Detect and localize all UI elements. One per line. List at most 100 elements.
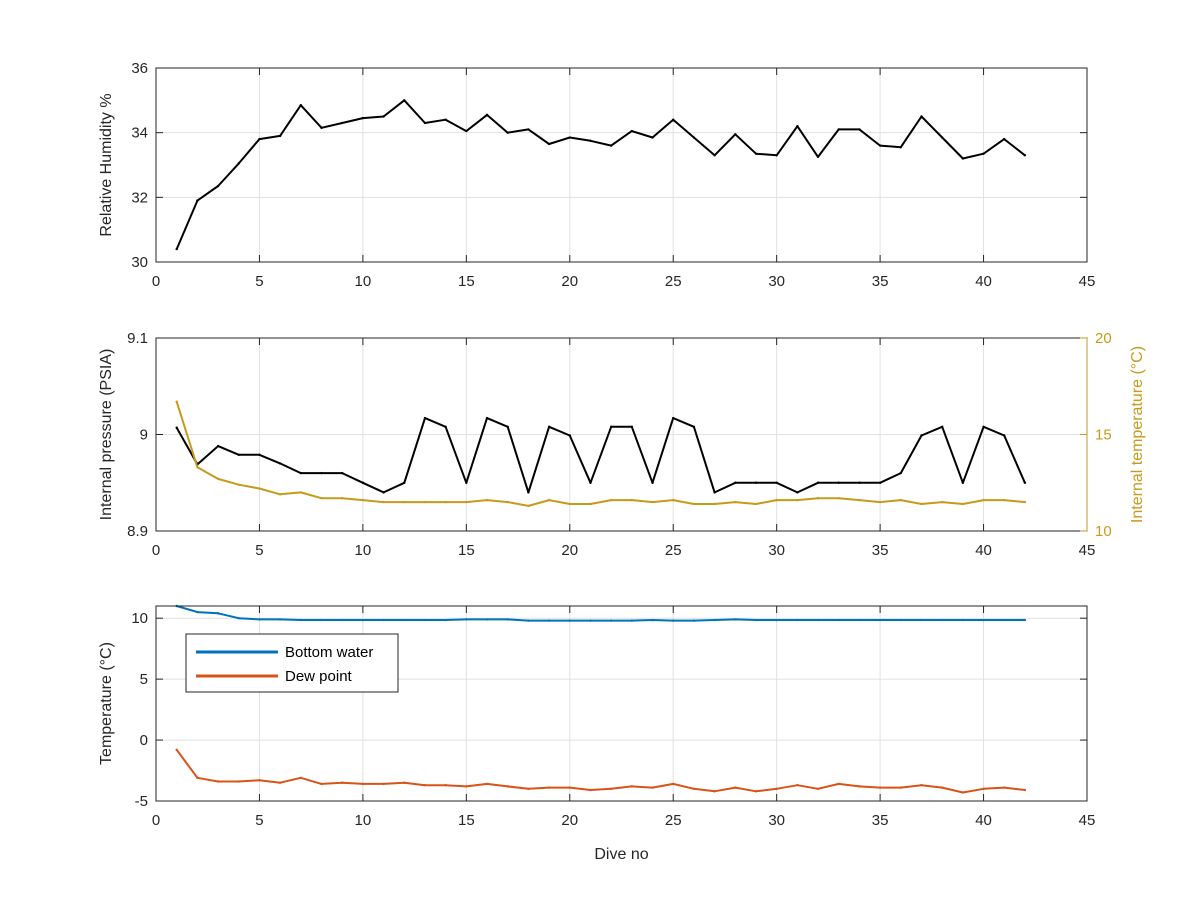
y-tick-label: 36	[131, 60, 148, 77]
data-point	[382, 491, 385, 494]
data-point	[630, 129, 634, 133]
chart-panel-1: 0 5 10 15 20 25 30 35 40 45 30 32 34 36 Relative Humid…	[98, 60, 1095, 290]
data-point	[940, 786, 944, 789]
data-point	[1003, 137, 1006, 141]
data-point	[320, 471, 323, 475]
y-tick-label: -5	[135, 793, 148, 810]
data-point	[651, 500, 654, 504]
data-point	[775, 481, 778, 484]
series-line	[175, 417, 1026, 494]
data-point	[609, 619, 613, 622]
data-point	[237, 453, 240, 456]
data-point	[423, 618, 427, 622]
x-tick-label: 0	[152, 542, 160, 559]
data-point	[278, 493, 282, 496]
data-point	[961, 502, 965, 506]
x-tick-label: 40	[975, 273, 992, 290]
data-point	[258, 779, 261, 782]
data-point	[506, 500, 509, 504]
data-point	[237, 616, 240, 620]
data-point	[982, 425, 985, 428]
data-point	[361, 782, 365, 786]
x-tick-label: 45	[1079, 812, 1096, 829]
data-point	[630, 498, 634, 502]
data-point	[961, 791, 965, 794]
data-point	[299, 471, 303, 475]
data-point	[341, 781, 344, 784]
data-point	[609, 425, 613, 428]
x-tick-label: 45	[1079, 542, 1096, 559]
y-tick-label: 5	[140, 671, 148, 688]
data-point	[961, 481, 965, 484]
x-tick-label: 0	[152, 273, 160, 290]
data-point	[920, 434, 923, 437]
data-point	[547, 142, 551, 146]
data-point	[278, 462, 282, 465]
series-2	[175, 400, 1027, 508]
data-point	[403, 500, 406, 504]
data-point	[878, 481, 882, 484]
data-point	[361, 116, 365, 120]
data-point	[216, 184, 220, 188]
data-point	[858, 128, 861, 131]
x-tick-label: 15	[458, 273, 475, 290]
data-point	[506, 131, 509, 134]
data-point	[982, 618, 985, 622]
data-point	[485, 782, 489, 786]
data-point	[547, 498, 551, 502]
x-axis-label: Dive no	[594, 846, 648, 863]
data-point	[278, 781, 282, 784]
data-point	[1003, 498, 1006, 502]
data-point	[630, 425, 634, 428]
data-point	[920, 115, 923, 118]
data-point	[899, 471, 902, 475]
data-point	[196, 199, 199, 202]
data-point	[278, 618, 282, 621]
data-point	[858, 498, 861, 502]
data-point	[589, 788, 592, 792]
legend-label: Bottom water	[285, 644, 373, 661]
x-tick-label: 20	[561, 542, 578, 559]
data-point	[485, 416, 489, 420]
data-point	[444, 118, 447, 121]
data-point	[816, 481, 820, 484]
axes-box	[155, 605, 1088, 802]
data-point	[237, 483, 240, 486]
grid	[156, 68, 1087, 262]
x-tick-label: 35	[872, 812, 889, 829]
x-tick-label: 25	[665, 273, 682, 290]
data-point	[692, 502, 696, 506]
data-point	[465, 500, 468, 504]
data-point	[382, 782, 385, 786]
data-point	[361, 481, 365, 484]
data-point	[775, 498, 778, 502]
data-point	[465, 481, 468, 484]
x-tick-label: 20	[561, 812, 578, 829]
x-tick-label: 30	[768, 812, 785, 829]
data-point	[216, 612, 220, 615]
x-tick-label: 30	[768, 273, 785, 290]
series-line	[175, 401, 1025, 507]
data-point	[796, 125, 799, 128]
data-point	[341, 496, 344, 500]
data-point	[672, 118, 675, 121]
data-point	[837, 128, 840, 131]
x-tick-label: 35	[872, 542, 889, 559]
data-point	[1023, 788, 1027, 792]
data-point	[423, 416, 427, 420]
x-tick-label: 40	[975, 812, 992, 829]
data-point	[175, 400, 178, 403]
data-point	[940, 425, 944, 428]
legend: Bottom water Dew point	[185, 633, 399, 693]
data-point	[423, 121, 427, 125]
data-point	[403, 618, 406, 622]
data-point	[547, 425, 551, 428]
data-point	[630, 785, 634, 788]
data-point	[878, 500, 882, 504]
data-point	[982, 152, 985, 155]
series-1	[175, 99, 1027, 251]
data-point	[982, 498, 985, 502]
data-point	[816, 496, 820, 500]
x-tick-label: 15	[458, 812, 475, 829]
